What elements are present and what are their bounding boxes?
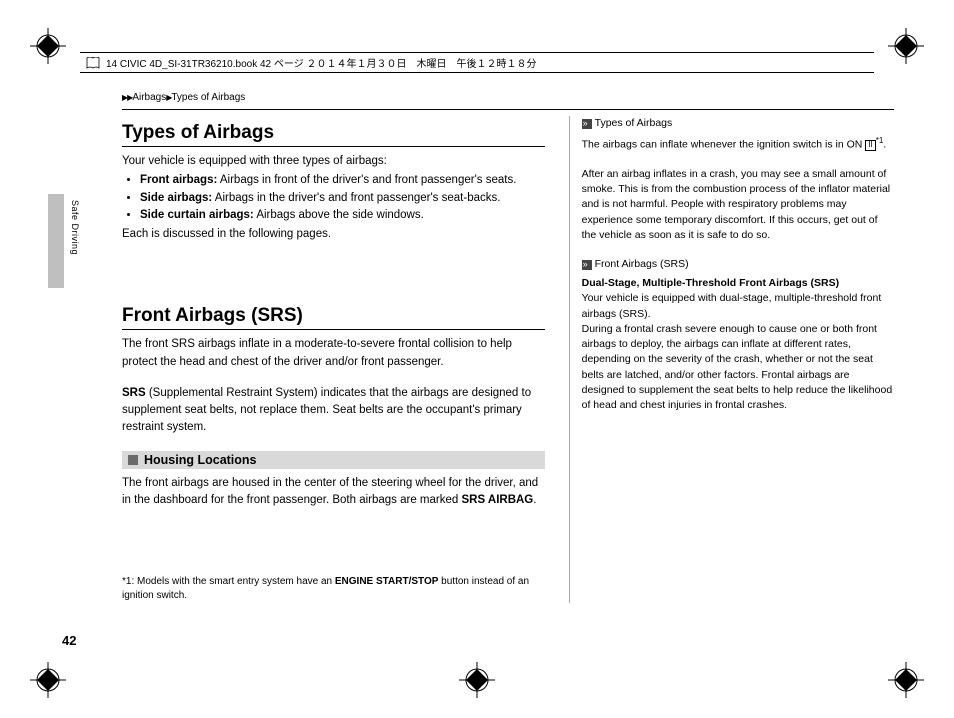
subsection-title: Housing Locations (144, 453, 257, 467)
chevron-icon (582, 260, 592, 270)
breadcrumb-arrow-icon: ▶▶ (122, 93, 132, 102)
side-paragraph: After an airbag inflates in a crash, you… (582, 167, 894, 243)
page-number: 42 (62, 633, 76, 648)
intro-text: Your vehicle is equipped with three type… (122, 153, 545, 170)
side-paragraph: Your vehicle is equipped with dual-stage… (582, 291, 894, 321)
book-icon (86, 57, 100, 69)
section-tab (48, 194, 64, 288)
header-text: 14 CIVIC 4D_SI-31TR36210.book 42 ページ ２０１… (106, 55, 536, 70)
rule (122, 329, 545, 330)
page-content: ▶▶Airbags▶Types of Airbags Types of Airb… (122, 92, 894, 658)
list-item: Front airbags: Airbags in front of the d… (140, 172, 545, 189)
crop-mark-icon (30, 662, 66, 698)
list-item: Side curtain airbags: Airbags above the … (140, 207, 545, 224)
main-column: Types of Airbags Your vehicle is equippe… (122, 116, 545, 603)
breadcrumb-level2: Types of Airbags (171, 92, 245, 103)
srs-paragraph-2: SRS (Supplemental Restraint System) indi… (122, 385, 545, 437)
breadcrumb: ▶▶Airbags▶Types of Airbags (122, 92, 894, 103)
square-bullet-icon (128, 455, 138, 465)
footnote: *1: Models with the smart entry system h… (122, 575, 545, 603)
section-heading: Types of Airbags (122, 122, 545, 144)
side-paragraph: During a frontal crash severe enough to … (582, 322, 894, 413)
housing-paragraph: The front airbags are housed in the cent… (122, 475, 545, 510)
ignition-position-icon: II (865, 140, 875, 151)
side-paragraph-title: Dual-Stage, Multiple-Threshold Front Air… (582, 276, 894, 291)
crop-mark-icon (30, 28, 66, 64)
rule (122, 109, 894, 110)
side-heading: Types of Airbags (582, 116, 894, 131)
side-column: Types of Airbags The airbags can inflate… (569, 116, 894, 603)
subsection-heading: Housing Locations (122, 451, 545, 469)
after-bullets: Each is discussed in the following pages… (122, 226, 545, 243)
crop-mark-icon (888, 662, 924, 698)
srs-paragraph-1: The front SRS airbags inflate in a moder… (122, 336, 545, 371)
side-heading: Front Airbags (SRS) (582, 257, 894, 272)
list-item: Side airbags: Airbags in the driver's an… (140, 190, 545, 207)
header-bar: 14 CIVIC 4D_SI-31TR36210.book 42 ページ ２０１… (80, 52, 874, 73)
crop-mark-icon (888, 28, 924, 64)
section-tab-label: Safe Driving (70, 200, 80, 255)
chevron-icon (582, 119, 592, 129)
section-heading: Front Airbags (SRS) (122, 305, 545, 327)
rule (122, 146, 545, 147)
crop-mark-icon (459, 662, 495, 698)
side-paragraph: The airbags can inflate whenever the ign… (582, 135, 894, 153)
bullet-list: Front airbags: Airbags in front of the d… (122, 172, 545, 224)
breadcrumb-level1: Airbags (132, 92, 166, 103)
